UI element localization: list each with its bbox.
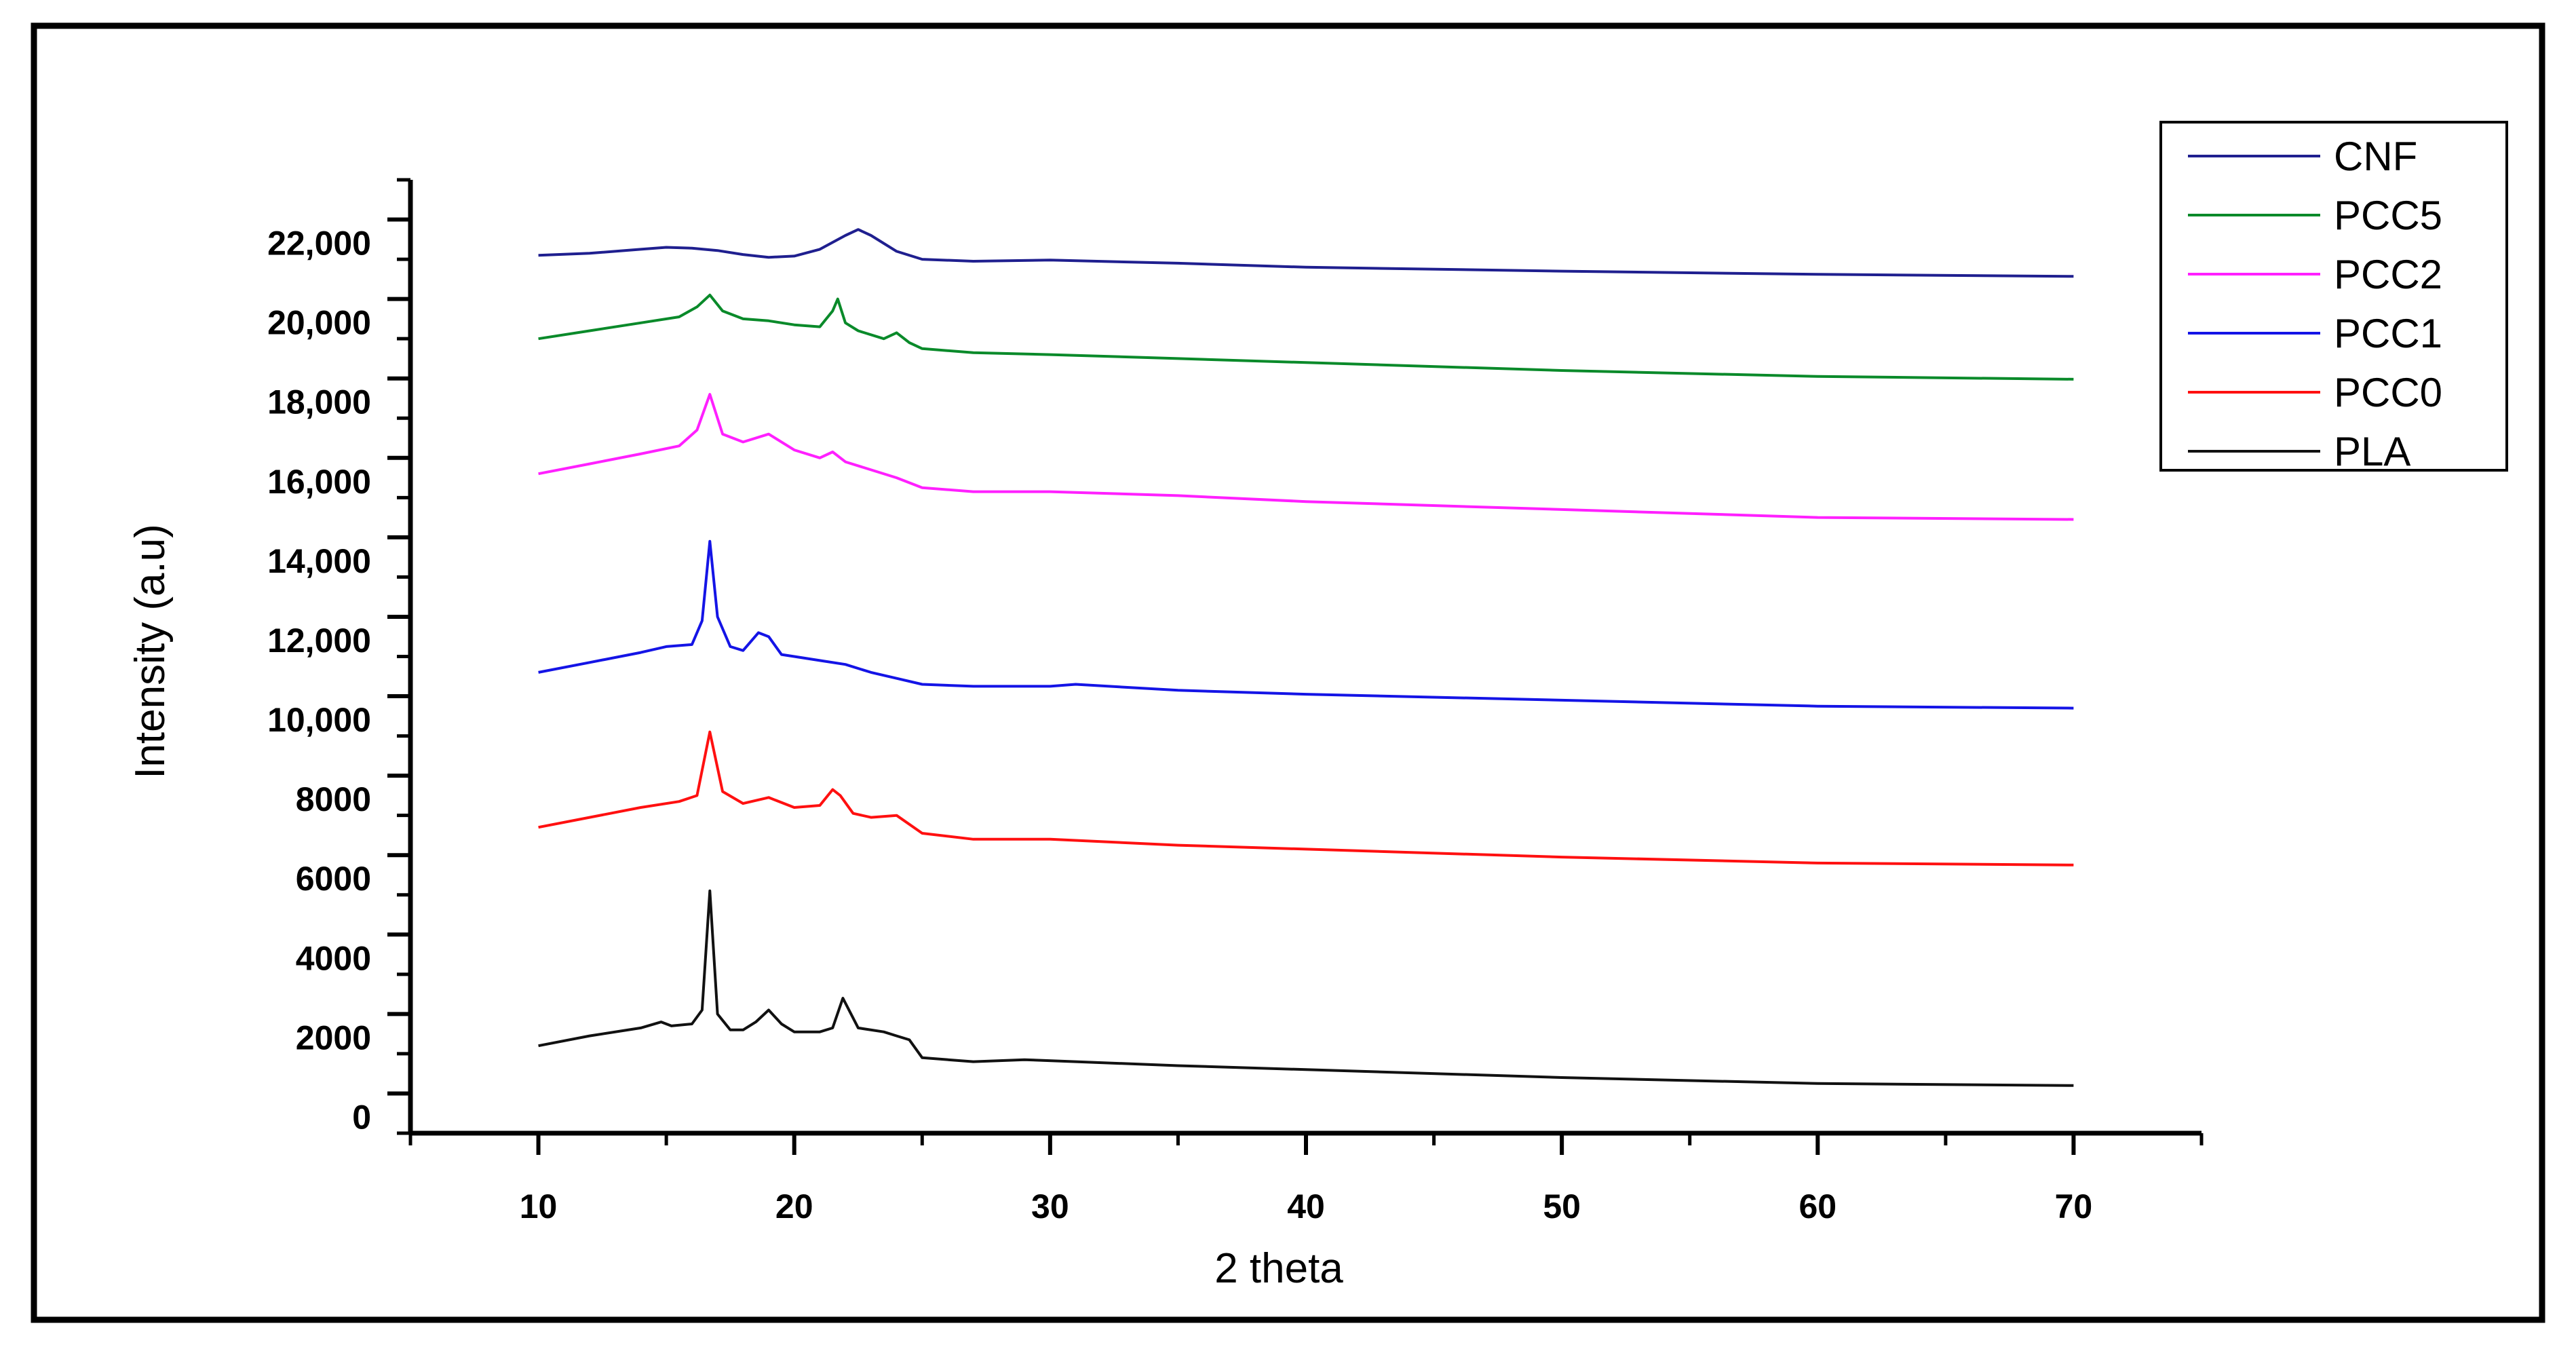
x-tick-label: 30 xyxy=(1031,1187,1069,1225)
legend-label-pla: PLA xyxy=(2334,429,2410,474)
legend-box xyxy=(2159,121,2508,472)
series-line-pla xyxy=(538,889,2074,1087)
x-tick-label: 20 xyxy=(775,1187,813,1225)
x-tick-label: 40 xyxy=(1287,1187,1325,1225)
legend-label-pcc1: PCC1 xyxy=(2334,311,2442,356)
y-tick-label: 2000 xyxy=(296,1019,371,1057)
y-tick-label: 20,000 xyxy=(267,304,371,342)
y-tick-label: 14,000 xyxy=(267,542,371,580)
legend-label-cnf: CNF xyxy=(2334,134,2417,179)
legend: CNF PCC5 PCC2 PCC1 PCC0 PLA xyxy=(2159,121,2508,474)
y-tick-label: 22,000 xyxy=(267,225,371,263)
y-tick-label: 10,000 xyxy=(267,701,371,739)
legend-label-pcc2: PCC2 xyxy=(2334,252,2442,297)
x-tick-label: 10 xyxy=(520,1187,558,1225)
y-tick-label: 0 xyxy=(352,1098,371,1136)
x-tick-label: 50 xyxy=(1543,1187,1581,1225)
y-tick-label: 4000 xyxy=(296,939,371,977)
y-tick-label: 16,000 xyxy=(267,463,371,501)
y-tick-label: 18,000 xyxy=(267,383,371,421)
axes-layer: 0 2000 4000 6000 8000 10,000 12,000 14,000 16,00… xyxy=(267,178,2204,1225)
series-layer xyxy=(538,228,2074,1087)
chart-frame xyxy=(31,22,2545,1323)
series-line-pcc0 xyxy=(538,730,2074,867)
y-tick-label: 12,000 xyxy=(267,622,371,660)
x-tick-label: 70 xyxy=(2055,1187,2093,1225)
x-tick-label: 60 xyxy=(1799,1187,1837,1225)
series-line-pcc5 xyxy=(538,293,2074,381)
legend-label-pcc0: PCC0 xyxy=(2334,370,2442,415)
series-line-cnf xyxy=(538,228,2074,278)
y-tick-label: 6000 xyxy=(296,860,371,898)
series-line-pcc2 xyxy=(538,393,2074,521)
legend-label-pcc5: PCC5 xyxy=(2334,193,2442,238)
y-tick-label: 8000 xyxy=(296,780,371,818)
series-line-pcc1 xyxy=(538,539,2074,710)
y-axis-title: Intensity (a.u) xyxy=(127,524,174,779)
x-axis-title: 2 theta xyxy=(1214,1245,1343,1292)
